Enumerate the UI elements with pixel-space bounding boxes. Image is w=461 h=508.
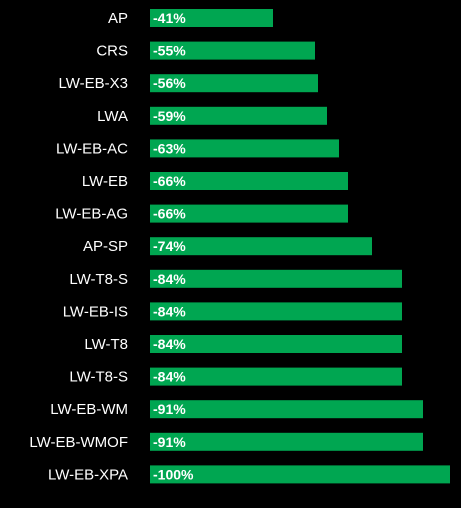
category-label-4: LWA [97, 108, 128, 125]
value-label-8: -74% [153, 238, 186, 254]
category-label-1: AP [108, 10, 128, 27]
value-label-2: -55% [153, 43, 186, 59]
value-label-10: -84% [153, 303, 186, 319]
category-label-10: LW-EB-IS [63, 303, 128, 320]
category-label-15: LW-EB-XPA [48, 466, 128, 483]
bar-15 [150, 465, 450, 484]
value-label-7: -66% [153, 206, 186, 222]
category-label-8: AP-SP [83, 238, 128, 255]
value-label-1: -41% [153, 10, 186, 26]
value-label-4: -59% [153, 108, 186, 124]
value-label-12: -84% [153, 369, 186, 385]
category-label-6: LW-EB [82, 173, 128, 190]
bar-2 [150, 41, 315, 60]
value-label-14: -91% [153, 434, 186, 450]
category-label-13: LW-EB-WM [50, 401, 128, 418]
category-label-5: LW-EB-AC [56, 140, 128, 157]
category-label-14: LW-EB-WMOF [29, 434, 128, 451]
value-label-15: -100% [153, 466, 194, 482]
bar-11 [150, 335, 402, 353]
bar-3 [150, 74, 318, 93]
bar-10 [150, 302, 402, 321]
value-label-3: -56% [153, 75, 186, 91]
bar-8 [150, 237, 372, 256]
value-label-6: -66% [153, 173, 186, 189]
category-label-7: LW-EB-AG [55, 206, 128, 223]
category-label-11: LW-T8 [84, 336, 128, 353]
bar-12 [150, 367, 402, 386]
bar-5 [150, 139, 339, 158]
category-label-9: LW-T8-S [69, 271, 128, 288]
bar-6 [150, 172, 348, 190]
bar-7 [150, 204, 348, 223]
value-label-11: -84% [153, 336, 186, 352]
bar-1 [150, 9, 273, 27]
category-label-3: LW-EB-X3 [59, 75, 128, 92]
value-label-13: -91% [153, 401, 186, 417]
value-label-5: -63% [153, 140, 186, 156]
bar-14 [150, 432, 423, 451]
bar-9 [150, 269, 402, 288]
category-label-2: CRS [96, 43, 128, 60]
bar-4 [150, 106, 327, 125]
value-label-9: -84% [153, 271, 186, 287]
category-label-12: LW-T8-S [69, 369, 128, 386]
bar-13 [150, 400, 423, 419]
